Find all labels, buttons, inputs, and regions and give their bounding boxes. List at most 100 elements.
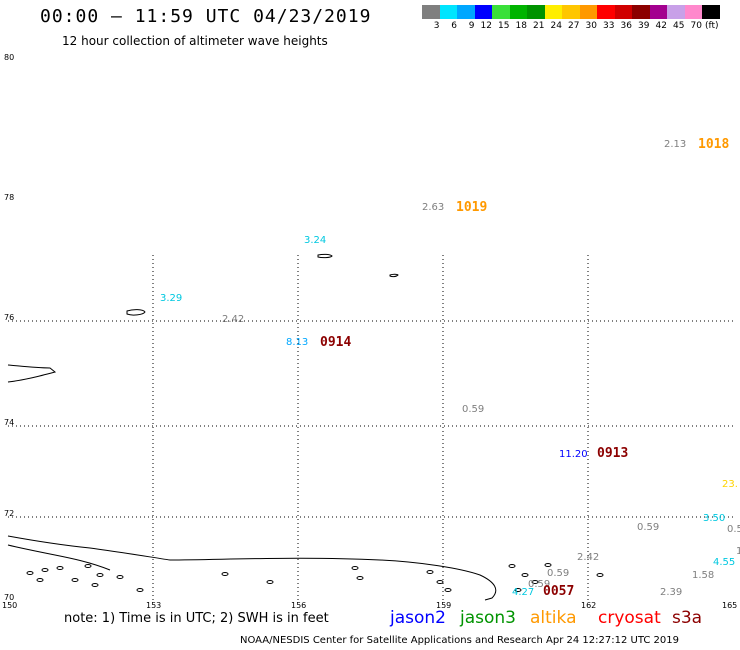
colorbar-label: 24: [550, 21, 562, 31]
colorbar-swatch: [579, 5, 597, 19]
islet: [221, 572, 229, 576]
island-1: [126, 309, 146, 316]
footer-note: note: 1) Time is in UTC; 2) SWH is in fe…: [64, 611, 329, 626]
colorbar-label: 42: [655, 21, 667, 31]
credit-line: NOAA/NESDIS Center for Satellite Applica…: [240, 635, 679, 646]
islet: [508, 564, 516, 568]
wave-height-value: 1.58: [692, 570, 715, 581]
map-title: 00:00 — 11:59 UTC 04/23/2019: [40, 6, 372, 27]
satellite-legend-item: jason3: [460, 608, 516, 628]
pass-time-label: 1018: [698, 137, 730, 152]
islet: [514, 588, 522, 592]
latitude-label: 76: [4, 313, 15, 322]
latitude-label: 72: [4, 509, 15, 518]
wave-height-value: 11.20: [559, 449, 588, 460]
colorbar-label: 70: [690, 21, 702, 31]
islet: [544, 563, 552, 567]
colorbar-label: 21: [533, 21, 545, 31]
colorbar-swatch: [509, 5, 527, 19]
wave-height-value: 2.42: [222, 314, 245, 325]
longitude-label: 165: [722, 601, 738, 610]
islet: [426, 570, 434, 574]
colorbar-swatch: [474, 5, 492, 19]
small-islets: [26, 563, 604, 592]
wave-height-value: 0.5: [727, 524, 740, 535]
colorbar-label: 45: [673, 21, 685, 31]
graticule-grid: [8, 255, 735, 600]
colorbar-swatch: [492, 5, 510, 19]
colorbar-label: 33: [603, 21, 615, 31]
colorbar-swatch: [439, 5, 457, 19]
colorbar-swatch: [457, 5, 475, 19]
wave-height-value: 0.59: [547, 568, 570, 579]
pass-time-label: 0914: [320, 335, 352, 350]
colorbar-swatch: [632, 5, 650, 19]
latitude-label: 78: [4, 193, 15, 202]
pass-time-label: 0913: [597, 446, 629, 461]
island-2: [317, 253, 333, 259]
colorbar-swatch: [562, 5, 580, 19]
wave-height-value: 3.29: [160, 293, 183, 304]
map-subtitle: 12 hour collection of altimeter wave hei…: [62, 34, 328, 48]
colorbar-labels: 3 6 9 12 15 18 21 24 27 30 33 36 39 42 45 70 (ft): [422, 21, 727, 33]
colorbar-label: 9: [468, 21, 475, 31]
wave-height-colorbar: [422, 5, 720, 19]
islet: [41, 568, 49, 572]
pass-time-label: 0057: [543, 584, 575, 599]
colorbar-swatch: [527, 5, 545, 19]
islet: [96, 573, 104, 577]
colorbar-label: 3: [433, 21, 440, 31]
colorbar-label: (ft): [705, 21, 719, 31]
islet: [531, 580, 539, 584]
colorbar-swatch: [649, 5, 667, 19]
island-3: [389, 273, 399, 278]
islet: [71, 578, 79, 582]
islet: [26, 571, 34, 575]
islet: [36, 578, 44, 582]
colorbar-swatch: [544, 5, 562, 19]
islet: [136, 588, 144, 592]
wave-height-value: 4.27: [512, 587, 535, 598]
satellite-legend-item: cryosat: [598, 608, 661, 628]
islet: [356, 576, 364, 580]
wave-height-value: 23.: [722, 479, 738, 490]
wave-height-value: 3.24: [304, 235, 327, 246]
wave-height-value: 0.59: [637, 522, 660, 533]
longitude-label: 153: [146, 601, 162, 610]
satellite-legend-item: s3a: [672, 608, 703, 628]
latitude-label: 70: [4, 593, 15, 602]
islet: [116, 575, 124, 579]
wave-height-value: 3.50: [703, 513, 726, 524]
colorbar-swatch: [702, 5, 720, 19]
wave-height-value: 2.63: [422, 202, 445, 213]
satellite-legend-item: altika: [530, 608, 577, 628]
islet: [436, 580, 444, 584]
wave-height-value: 0.59: [462, 404, 485, 415]
wave-height-value: 2.13: [664, 139, 687, 150]
colorbar-swatch: [422, 5, 440, 19]
colorbar-label: 15: [498, 21, 510, 31]
coastline-west-bay: [7, 544, 111, 571]
islet: [351, 566, 359, 570]
longitude-label: 159: [436, 601, 452, 610]
colorbar-swatch: [684, 5, 702, 19]
longitude-label: 156: [291, 601, 307, 610]
islet: [56, 566, 64, 570]
wave-height-value: 1: [736, 546, 740, 557]
islet: [521, 573, 529, 577]
islet: [266, 580, 274, 584]
wave-height-value: 2.42: [577, 552, 600, 563]
islet: [84, 564, 92, 568]
satellite-legend-item: jason2: [390, 608, 446, 628]
longitude-label: 150: [2, 601, 18, 610]
wave-height-value: 0.59: [528, 579, 551, 590]
pass-time-label: 1019: [456, 200, 488, 215]
coastline-upper-land: [7, 364, 57, 383]
colorbar-swatch: [597, 5, 615, 19]
colorbar-label: 27: [568, 21, 580, 31]
wave-height-value: 2.39: [660, 587, 683, 598]
colorbar-label: 12: [480, 21, 492, 31]
colorbar-swatch: [614, 5, 632, 19]
